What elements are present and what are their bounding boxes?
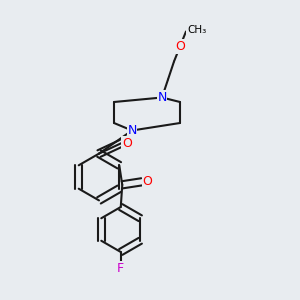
Text: O: O [122,136,132,150]
Text: CH₃: CH₃ [187,25,206,35]
Text: N: N [127,124,137,137]
Text: O: O [175,40,185,53]
Text: O: O [142,175,152,188]
Text: N: N [157,91,167,104]
Text: F: F [117,262,124,275]
